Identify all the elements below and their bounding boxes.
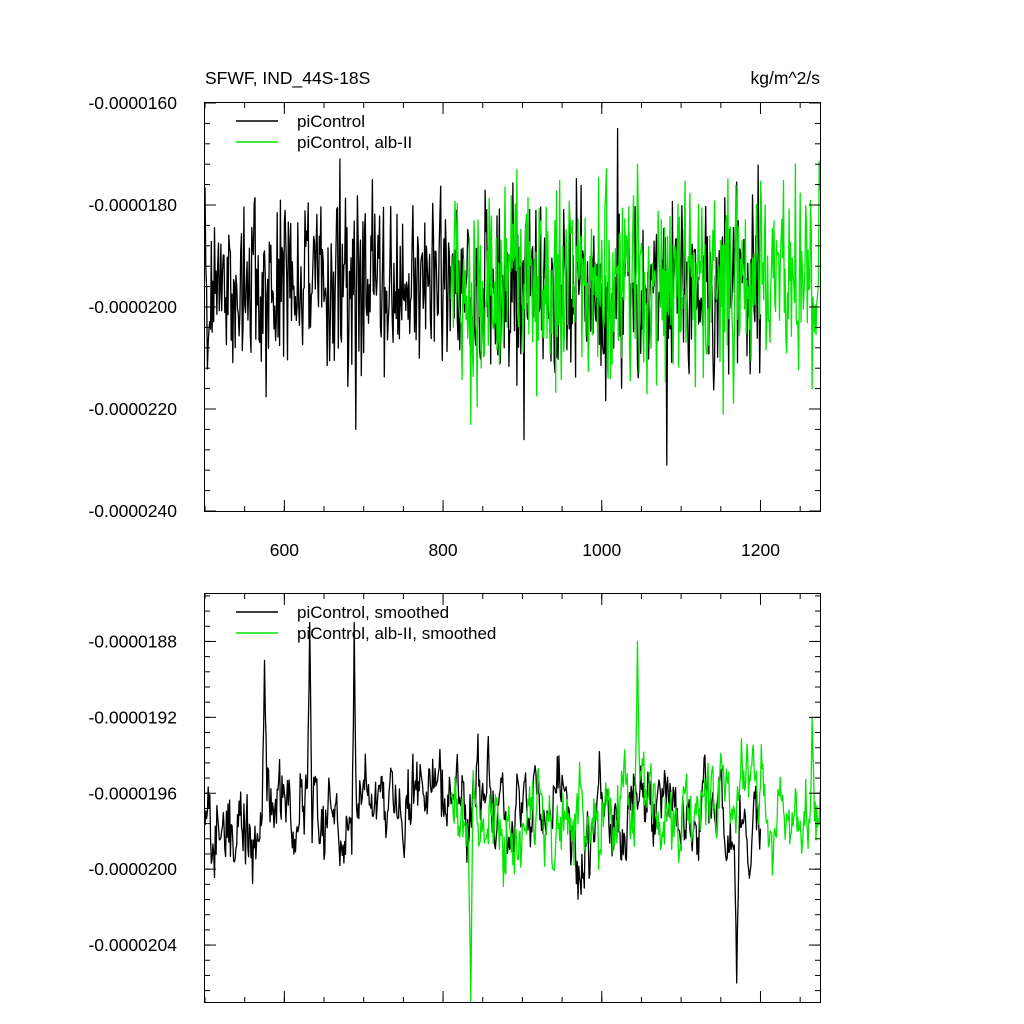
panel-raw: SFWF, IND_44S-18S kg/m^2/s -0.0000160-0.…: [88, 68, 821, 560]
y-tick-label: -0.0000180: [88, 195, 177, 215]
units-label: kg/m^2/s: [751, 68, 821, 88]
y-tick-label: -0.0000160: [88, 93, 177, 113]
y-tick-label: -0.0000200: [88, 297, 177, 317]
x-tick-label: 1000: [582, 540, 621, 560]
series-line-2: [450, 640, 821, 1003]
y-tick-label: -0.0000196: [88, 783, 177, 803]
x-tick-label: 800: [428, 540, 457, 560]
y-tick-label: -0.0000220: [88, 399, 177, 419]
panel-smoothed: -0.0000188 -0.0000192 -0.0000196 -0.0000200…: [88, 593, 821, 1003]
y-tick-label: -0.0000188: [88, 631, 177, 651]
series-group: [204, 621, 821, 1003]
legend: piControl piControl, alb-II: [236, 112, 412, 152]
legend-label: piControl, smoothed: [297, 603, 449, 622]
series-line-2: [450, 160, 821, 425]
series-group: [204, 127, 821, 466]
y-tick-label: -0.0000200: [88, 859, 177, 879]
y-tick-label: -0.0000192: [88, 707, 177, 727]
legend-label: piControl, alb-II: [297, 133, 412, 152]
axes: -0.0000188 -0.0000192 -0.0000196 -0.0000200…: [88, 594, 820, 1002]
y-tick-label: -0.0000204: [88, 935, 177, 955]
chart-title: SFWF, IND_44S-18S: [205, 68, 370, 89]
legend-label: piControl: [297, 112, 365, 131]
series-line-1: [204, 621, 762, 984]
axes: -0.0000160 -0.0000180 -0.0000200 -0.0000220…: [88, 93, 820, 560]
plot-frame: [204, 593, 821, 1003]
legend: piControl, smoothed piControl, alb-II, sm…: [236, 603, 496, 643]
x-tick-label: 1200: [741, 540, 780, 560]
legend-label: piControl, alb-II, smoothed: [297, 624, 496, 643]
plot-frame: [204, 102, 821, 512]
y-tick-label: -0.0000240: [88, 501, 177, 521]
x-tick-label: 600: [270, 540, 299, 560]
